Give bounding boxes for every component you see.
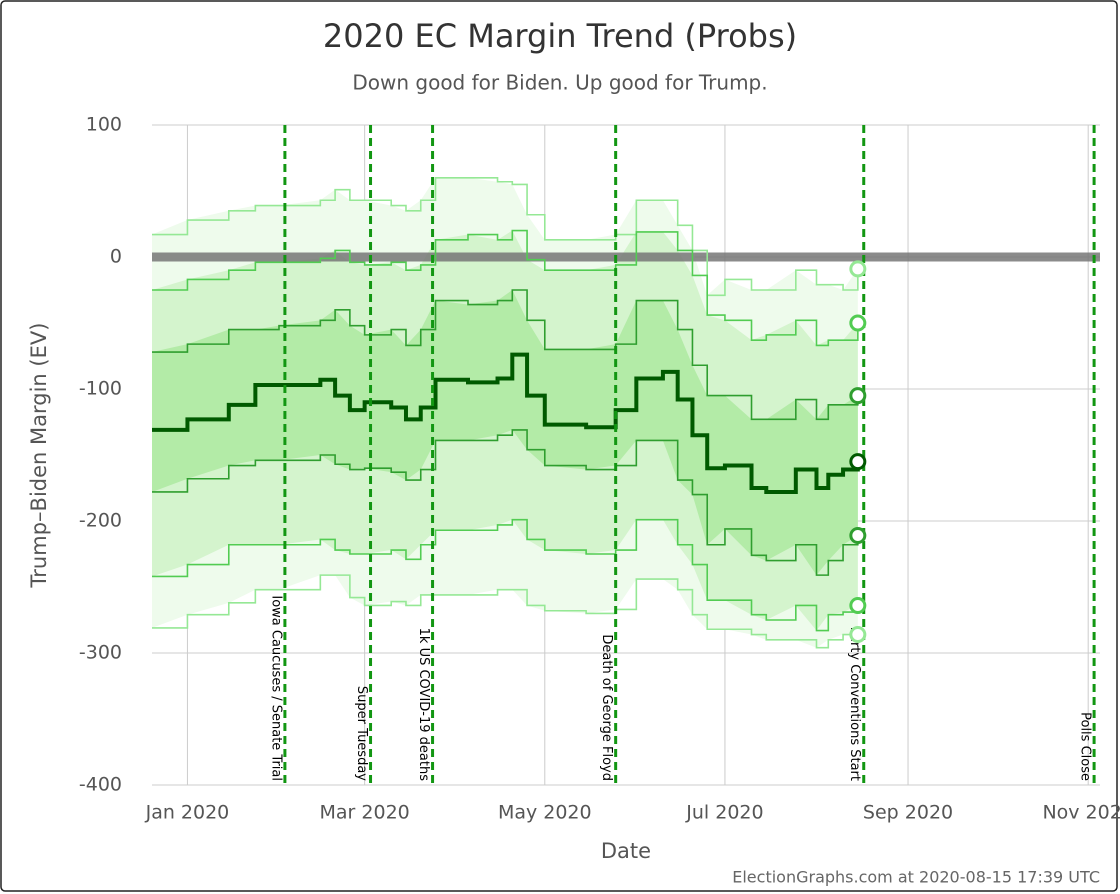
y-axis-label: Trump–Biden Margin (EV) (27, 323, 51, 589)
series-line (152, 289, 859, 421)
x-tick-label: Sep 2020 (863, 802, 953, 824)
series-line (152, 352, 860, 494)
end-marker (849, 626, 867, 644)
y-tick-label: -400 (79, 774, 122, 796)
x-tick-label: Mar 2020 (320, 802, 410, 824)
end-marker (849, 314, 867, 332)
x-tick-label: May 2020 (498, 802, 592, 824)
series-line (152, 177, 859, 297)
end-marker (849, 260, 867, 278)
y-tick-label: -200 (79, 510, 122, 532)
event-label: Death of George Floyd (599, 634, 614, 781)
event-label: 1k US COVID-19 deaths (416, 628, 431, 782)
x-tick-label: Jan 2020 (145, 802, 230, 824)
end-marker (849, 527, 867, 545)
event-label: Polls Close (1078, 712, 1093, 781)
event-label: Party Conventions Start (847, 627, 862, 781)
event-label: Super Tuesday (354, 686, 369, 781)
band (152, 290, 858, 576)
x-tick-label: Jul 2020 (685, 802, 763, 824)
series-line (152, 574, 858, 649)
chart-title: 2020 EC Margin Trend (Probs) (323, 17, 797, 55)
series-line (152, 518, 859, 632)
y-tick-label: -300 (79, 642, 122, 664)
series-line (152, 229, 859, 347)
end-marker (849, 387, 867, 405)
y-tick-label: 0 (110, 246, 122, 268)
x-tick-label: Nov 2020 (1042, 802, 1120, 824)
end-marker (849, 453, 867, 471)
event-label: Iowa Caucuses / Senate Trial (268, 595, 283, 781)
series-line (152, 429, 859, 576)
end-marker (849, 596, 867, 614)
y-tick-label: -100 (79, 378, 122, 400)
chart-subtitle: Down good for Biden. Up good for Trump. (352, 71, 767, 95)
x-axis-label: Date (601, 839, 651, 863)
y-tick-label: 100 (86, 114, 122, 136)
footer: ElectionGraphs.com at 2020-08-15 17:39 U… (732, 868, 1100, 887)
